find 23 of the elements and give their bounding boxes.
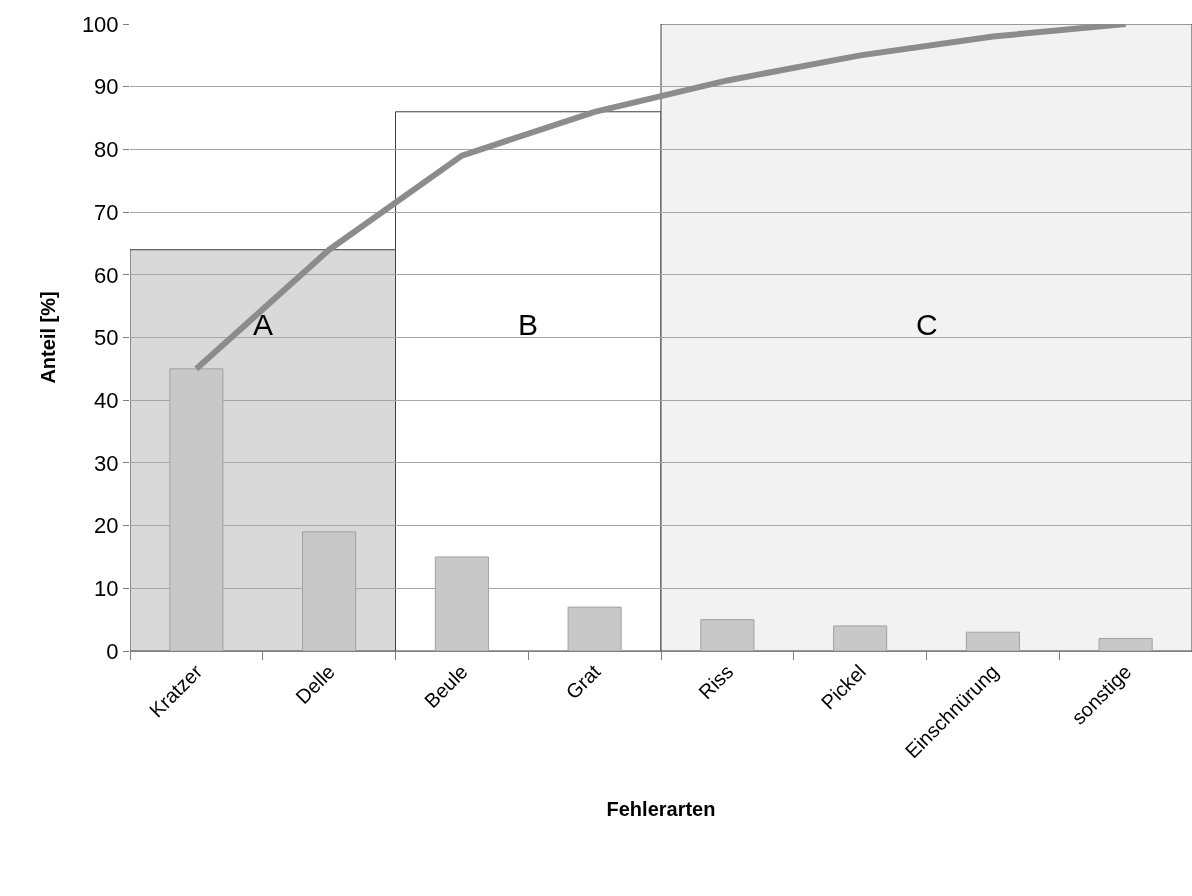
- y-tick-label: 40: [94, 387, 119, 413]
- y-axis-title: Anteil [%]: [37, 291, 60, 384]
- y-tick-label: 10: [94, 576, 119, 601]
- x-tick-label: Riss: [694, 660, 738, 704]
- bar: [700, 619, 755, 651]
- bar: [1098, 637, 1153, 651]
- y-tick-label: 20: [94, 513, 119, 539]
- y-tick-label: 100: [81, 11, 119, 37]
- y-tick-label: 50: [94, 325, 119, 351]
- y-tick-label: 30: [94, 450, 119, 476]
- y-tick-label: 60: [94, 262, 119, 288]
- x-tick-label: Grat: [561, 660, 605, 704]
- band-label: B: [518, 308, 539, 341]
- band-label: A: [253, 308, 274, 341]
- y-tick-label: 90: [94, 74, 119, 100]
- bar: [833, 625, 888, 651]
- y-tick-label: 0: [106, 638, 119, 664]
- x-axis-title: Fehlerarten: [606, 797, 716, 820]
- bar: [567, 606, 622, 651]
- bar: [965, 631, 1020, 651]
- band-label: C: [916, 308, 938, 341]
- y-tick-label: 70: [94, 199, 119, 225]
- y-tick-label: 80: [94, 137, 119, 163]
